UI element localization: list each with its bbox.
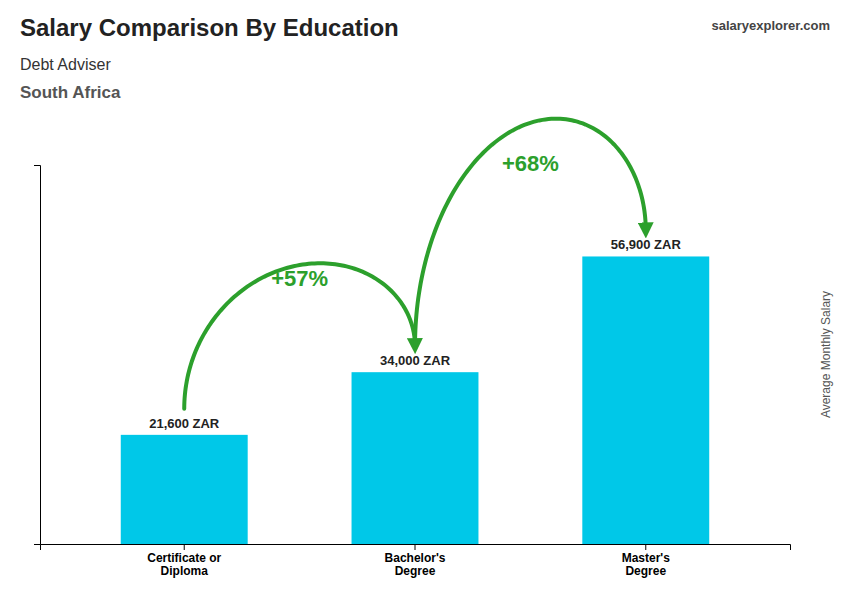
x-tick-mark (645, 544, 646, 550)
data-label: 34,000 ZAR (380, 353, 451, 368)
x-tick-label-line: Degree (395, 564, 436, 578)
subtitle: South Africa (20, 83, 121, 102)
chart-container: Salary Comparison By Education Debt Advis… (0, 0, 850, 606)
x-axis-line (41, 545, 791, 551)
arc-arrow (184, 263, 415, 409)
x-tick-label-line: Certificate or (147, 551, 221, 565)
subtitle: Debt Adviser (20, 56, 111, 73)
source: salaryexplorer.com (711, 18, 830, 33)
x-tick-label-line: Bachelor's (385, 551, 446, 565)
plot: Certificate orDiplomaBachelor'sDegreeMas… (34, 119, 791, 579)
bar (582, 256, 709, 544)
y-axis (34, 166, 41, 545)
y-axis-title: Average Monthly Salary (819, 291, 833, 418)
source-part: .com (800, 18, 830, 33)
x-tick-label: Bachelor'sDegree (385, 551, 446, 579)
data-label: 21,600 ZAR (149, 416, 220, 431)
annotation: +68% (502, 151, 559, 176)
x-tick-label: Master'sDegree (622, 551, 671, 579)
x-tick-label-line: Degree (625, 564, 666, 578)
x-tick-mark (415, 544, 416, 550)
bars (121, 256, 709, 544)
x-tick-label: Certificate orDiploma (147, 551, 221, 579)
x-tick-mark (184, 544, 185, 550)
source-part: explorer (749, 18, 800, 33)
annotation: +57% (271, 266, 328, 291)
x-axis: Certificate orDiplomaBachelor'sDegreeMas… (41, 544, 791, 578)
chart-svg: Salary Comparison By Education Debt Advis… (0, 0, 850, 606)
x-tick: Certificate orDiploma (147, 544, 221, 578)
arc-arrow (415, 119, 646, 346)
title: Salary Comparison By Education (20, 14, 399, 41)
source-part: salary (711, 18, 749, 33)
x-tick: Master'sDegree (622, 544, 671, 578)
data-label: 56,900 ZAR (611, 237, 682, 252)
x-tick-label-line: Diploma (161, 564, 209, 578)
bar (352, 372, 479, 544)
x-tick: Bachelor'sDegree (385, 544, 446, 578)
annotations: +57% +68% (184, 119, 646, 409)
bar (121, 435, 248, 544)
x-tick-label-line: Master's (622, 551, 671, 565)
y-axis-line (34, 166, 41, 545)
